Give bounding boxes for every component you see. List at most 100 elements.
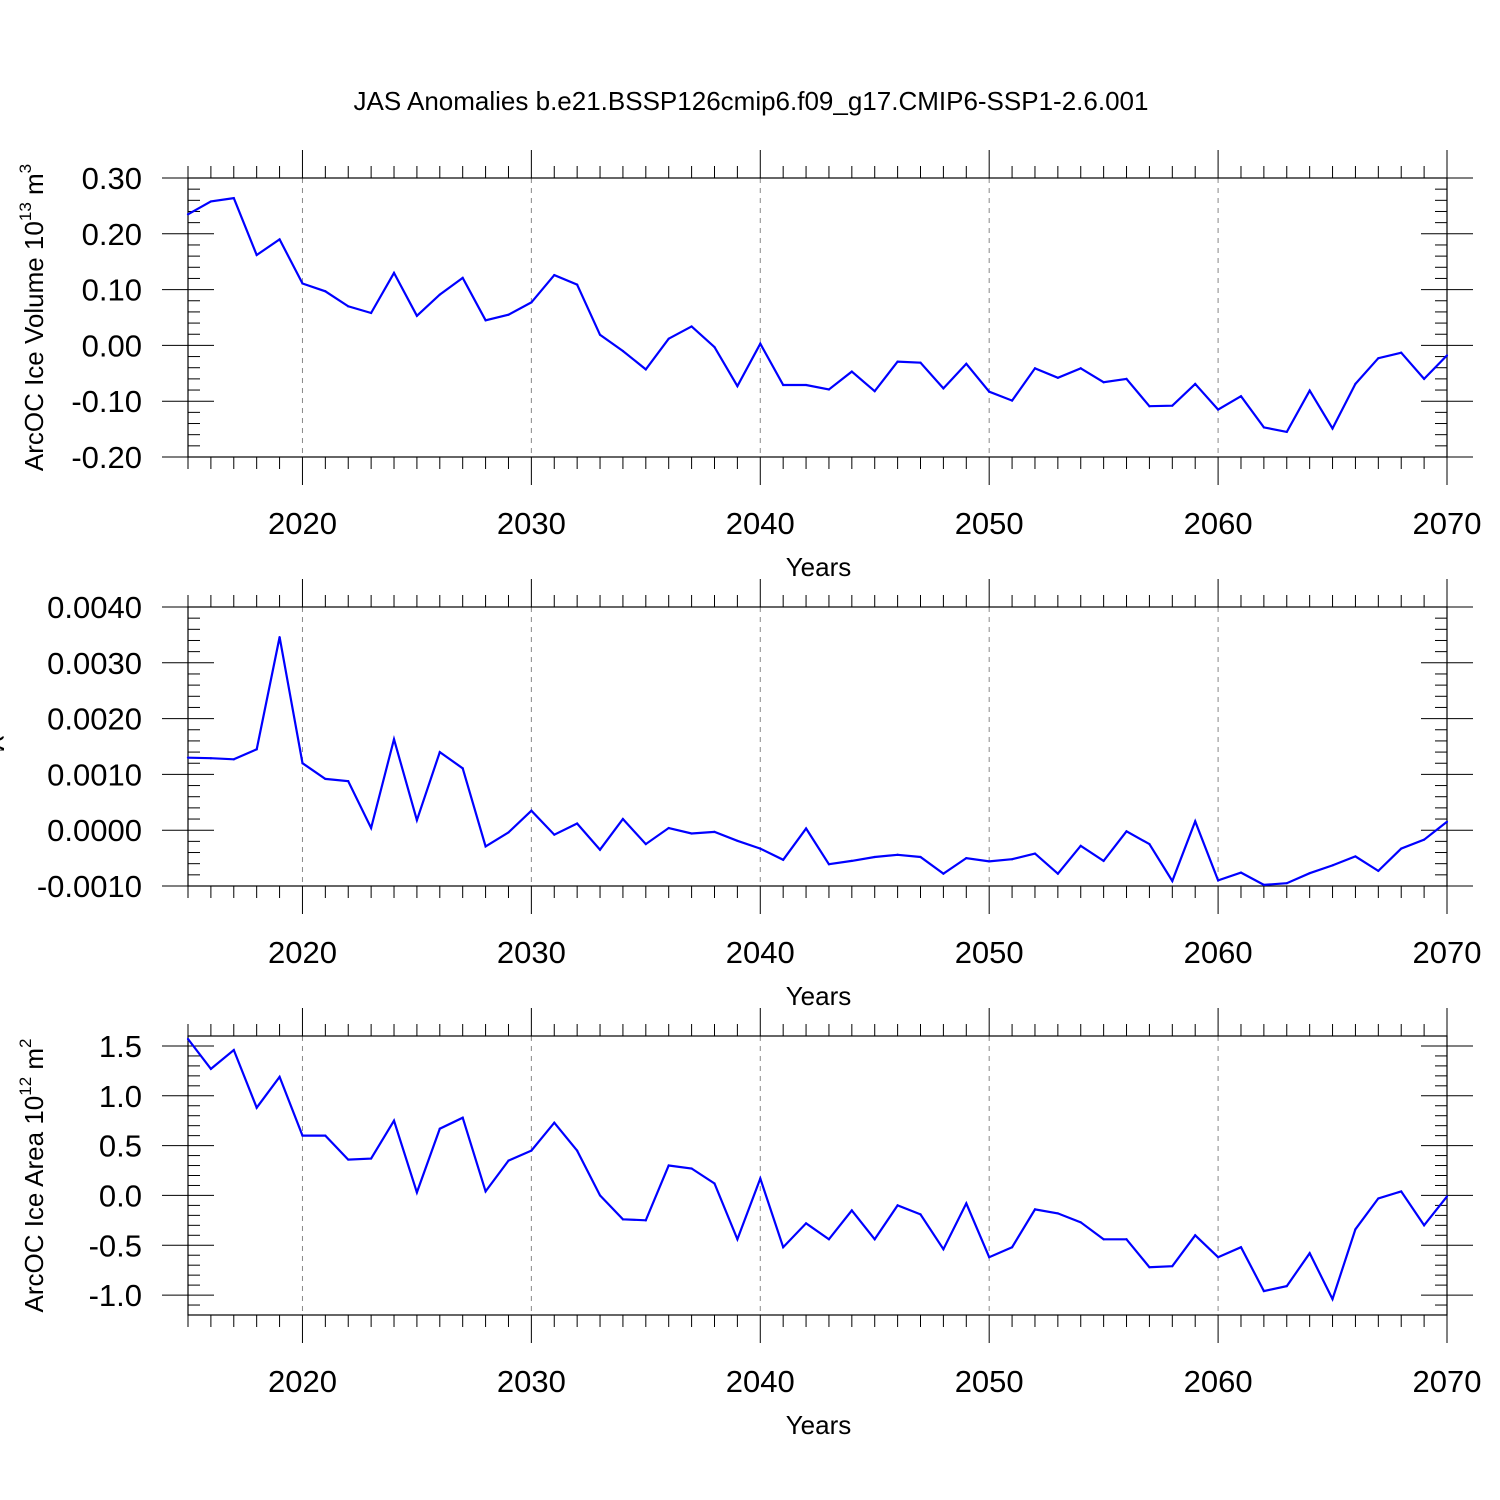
- data-point: [209, 1067, 212, 1070]
- data-point: [278, 1075, 281, 1078]
- data-point: [1010, 399, 1014, 402]
- data-point: [370, 1157, 373, 1160]
- data-point: [1171, 404, 1174, 407]
- data-point: [1400, 1190, 1403, 1193]
- data-point: [553, 1121, 556, 1124]
- data-point: [1125, 830, 1128, 833]
- x-tick-label: 2030: [497, 1364, 566, 1399]
- data-point: [1239, 871, 1243, 874]
- data-point: [347, 779, 350, 783]
- data-point: [1216, 1256, 1220, 1259]
- data-point: [1354, 1228, 1357, 1231]
- y-tick-label: 0.5: [99, 1129, 142, 1164]
- data-point: [370, 311, 373, 315]
- data-point: [850, 1209, 853, 1212]
- data-point: [736, 839, 739, 842]
- data-point: [232, 758, 235, 761]
- data-point: [804, 1222, 808, 1225]
- series-line: [187, 196, 1448, 434]
- data-point: [461, 767, 464, 770]
- data-point: [392, 271, 396, 274]
- data-point: [1308, 389, 1311, 392]
- data-point: [278, 238, 281, 241]
- data-point: [1445, 820, 1449, 823]
- x-tick-label: 2060: [1184, 1364, 1253, 1399]
- data-point: [1171, 879, 1174, 883]
- data-point: [438, 750, 441, 754]
- data-point: [988, 1256, 991, 1259]
- data-point: [621, 349, 625, 353]
- data-point: [438, 1127, 441, 1130]
- series-line: [187, 636, 1448, 887]
- data-point: [415, 1191, 419, 1194]
- y-axis-label-text: m: [19, 1048, 49, 1077]
- panel-ice-volume: -0.20 -0.10 0.00 0.10 0.20 0.30 2020 2030 2040 20…: [16, 150, 1481, 582]
- y-axis-label: ArcOC Snow Volume 1013 m3: [0, 578, 10, 916]
- data-point: [1216, 879, 1220, 882]
- data-point: [186, 1037, 190, 1041]
- y-tick-label: 0.0: [99, 1178, 142, 1213]
- x-tick-label: 2040: [726, 935, 795, 970]
- data-point: [713, 345, 716, 349]
- data-point: [347, 1158, 350, 1161]
- data-point: [1194, 1234, 1197, 1237]
- panel-snow-volume: -0.0010 0.0000 0.0010 0.0020 0.0030 0.0040 202…: [0, 578, 1481, 1011]
- data-point: [644, 1219, 647, 1222]
- plot-frame: [187, 1035, 1448, 1316]
- data-point: [1423, 838, 1426, 841]
- x-tick-label: 2050: [955, 935, 1024, 970]
- data-point: [850, 859, 853, 862]
- y-tick-label: -0.20: [71, 440, 142, 475]
- plot-frame: [187, 606, 1448, 887]
- data-point: [370, 826, 373, 830]
- y-tick-label: -0.0010: [37, 869, 142, 904]
- data-point: [324, 290, 327, 293]
- data-point: [1010, 858, 1014, 861]
- y-axis-label-text: m: [19, 173, 49, 202]
- data-point: [209, 757, 212, 760]
- data-point: [804, 383, 808, 387]
- x-tick-label: 2070: [1413, 1364, 1482, 1399]
- y-axis-label-superscript: 12: [16, 1077, 35, 1096]
- data-point: [1377, 869, 1380, 873]
- data-point: [553, 833, 556, 836]
- y-axis-label: ArcOC Ice Area 1012 m2: [16, 1038, 49, 1312]
- data-point: [1148, 843, 1151, 846]
- y-axis-label: ArcOC Ice Volume 1013 m3: [16, 164, 49, 471]
- data-point: [1079, 1221, 1082, 1224]
- data-point: [736, 385, 739, 388]
- data-point: [507, 1159, 510, 1162]
- data-point: [484, 845, 487, 848]
- y-tick-label: 1.5: [99, 1029, 142, 1064]
- data-point: [919, 361, 922, 364]
- x-tick-label: 2040: [726, 506, 795, 541]
- data-point: [1010, 1246, 1014, 1249]
- data-point: [988, 860, 991, 863]
- y-tick-label: 1.0: [99, 1079, 142, 1114]
- data-point: [782, 858, 785, 861]
- data-point: [827, 388, 831, 391]
- y-tick-label: 0.0010: [47, 757, 142, 792]
- data-point: [850, 370, 853, 373]
- data-point: [1056, 872, 1059, 875]
- data-point: [690, 832, 693, 835]
- data-point: [301, 282, 304, 285]
- data-point: [942, 872, 945, 875]
- data-point: [1377, 1197, 1380, 1200]
- x-tick-label: 2020: [268, 1364, 337, 1399]
- data-point: [484, 319, 487, 322]
- data-point: [1171, 1265, 1174, 1268]
- data-point: [598, 848, 602, 851]
- data-point: [1285, 1285, 1288, 1288]
- y-axis-label-superscript: 2: [16, 1038, 35, 1047]
- data-point: [827, 863, 831, 866]
- data-point: [278, 636, 281, 639]
- panel-ice-area: -1.0 -0.5 0.0 0.5 1.0 1.5 2020 2030 2040 2050 2060…: [16, 1008, 1481, 1440]
- x-tick-label: 2070: [1413, 506, 1482, 541]
- data-point: [209, 200, 212, 203]
- data-point: [1194, 820, 1197, 823]
- data-point: [1445, 1195, 1449, 1198]
- data-point: [759, 342, 762, 345]
- data-point: [1423, 1224, 1426, 1227]
